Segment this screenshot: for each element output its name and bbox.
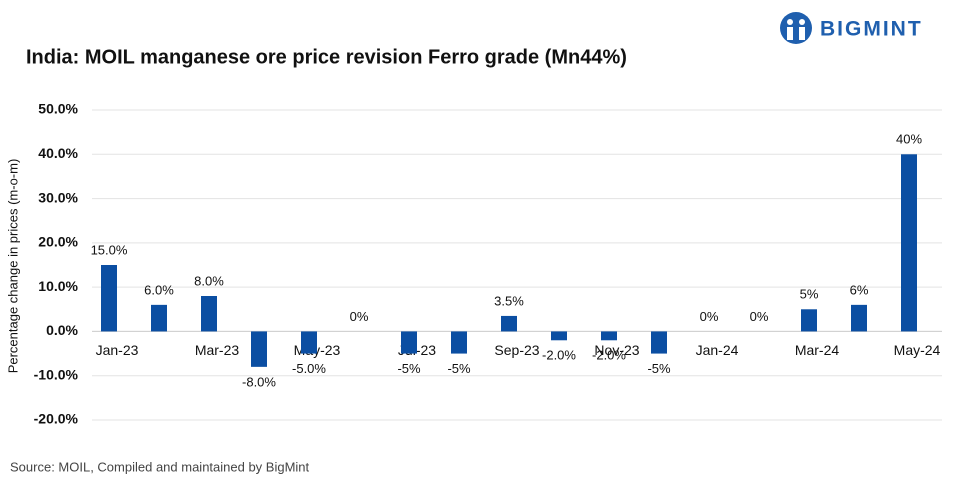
data-label: -2.0% — [592, 348, 626, 363]
bar — [301, 331, 317, 354]
logo-icon-part — [787, 27, 793, 40]
data-label: 40% — [896, 132, 922, 147]
data-label: -5% — [447, 361, 471, 376]
y-tick-label: -10.0% — [34, 366, 79, 382]
bar — [401, 331, 417, 354]
chart-title: India: MOIL manganese ore price revision… — [26, 46, 627, 68]
x-tick-label: Sep-23 — [494, 342, 539, 358]
bar — [251, 331, 267, 367]
bar — [901, 154, 917, 332]
y-tick-label: 10.0% — [38, 278, 78, 294]
logo-icon-part — [787, 19, 793, 25]
x-tick-label: Jan-24 — [696, 342, 739, 358]
bar — [451, 331, 467, 354]
data-label: 6% — [850, 282, 869, 297]
data-label: 8.0% — [194, 273, 224, 288]
x-tick-label: Mar-23 — [195, 342, 240, 358]
logo: BIGMINT — [780, 12, 923, 44]
bar — [851, 304, 867, 332]
data-label: -5.0% — [292, 361, 326, 376]
data-label: -8.0% — [242, 374, 276, 389]
x-tick-label: May-24 — [894, 342, 941, 358]
data-label: 0% — [350, 309, 369, 324]
x-tick-label: Nov-23 — [594, 342, 639, 358]
bar — [801, 309, 817, 332]
data-label: -2.0% — [542, 348, 576, 363]
logo-icon-part — [799, 19, 805, 25]
y-tick-label: -20.0% — [34, 411, 79, 427]
data-label: -5% — [397, 361, 421, 376]
x-tick-label: Mar-24 — [795, 342, 840, 358]
y-axis-title: Percentage change in prices (m-o-m) — [5, 159, 20, 374]
bar — [101, 265, 117, 332]
data-label: 3.5% — [494, 293, 524, 308]
data-label: 15.0% — [91, 242, 128, 257]
y-tick-label: 20.0% — [38, 234, 78, 250]
y-tick-label: 40.0% — [38, 145, 78, 161]
logo-text: BIGMINT — [820, 18, 923, 41]
data-label: -5% — [647, 361, 671, 376]
y-tick-label: 0.0% — [46, 322, 78, 338]
data-label: 0% — [700, 309, 719, 324]
bar — [601, 331, 617, 341]
y-tick-label: 30.0% — [38, 189, 78, 205]
logo-icon-part — [799, 27, 805, 40]
logo-icon — [780, 12, 812, 44]
bar — [551, 331, 567, 341]
bar — [201, 296, 217, 332]
bar — [151, 304, 167, 332]
data-label: 6.0% — [144, 282, 174, 297]
bar — [501, 315, 517, 332]
data-label: 0% — [750, 309, 769, 324]
bar — [651, 331, 667, 354]
x-tick-label: Jan-23 — [96, 342, 139, 358]
source: Source: MOIL, Compiled and maintained by… — [10, 459, 310, 474]
y-tick-label: 50.0% — [38, 101, 78, 117]
x-tick-label: May-23 — [294, 342, 341, 358]
data-label: 5% — [800, 287, 819, 302]
